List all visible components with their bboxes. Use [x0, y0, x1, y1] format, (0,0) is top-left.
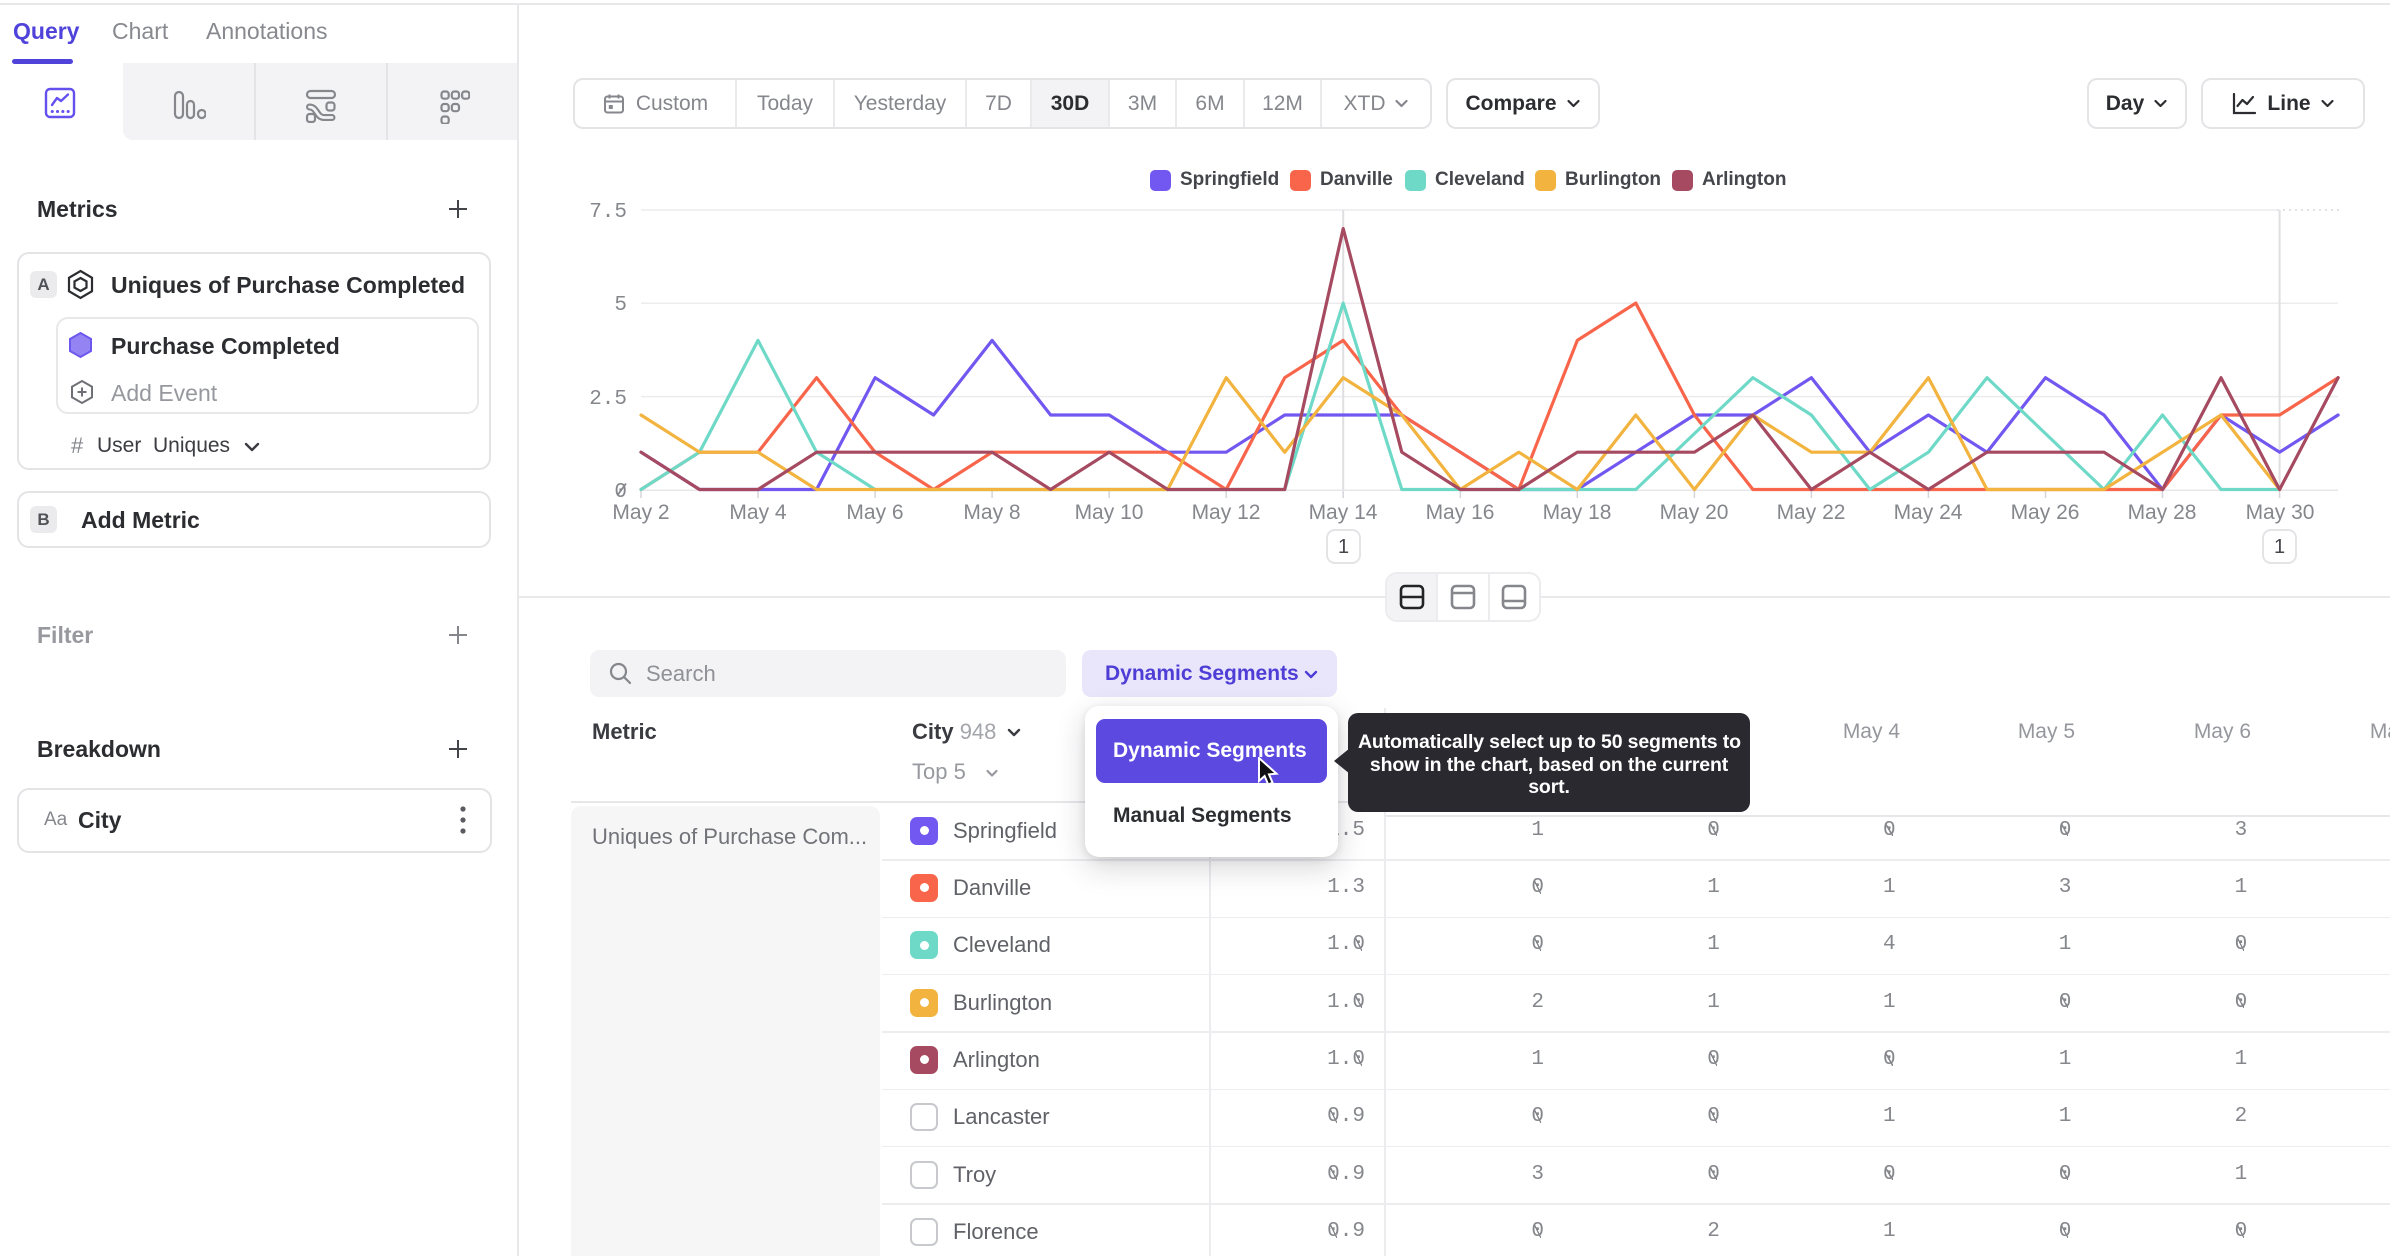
svg-text:May 12: May 12 — [1192, 501, 1261, 524]
svg-text:May 8: May 8 — [963, 501, 1020, 524]
svg-text:5: 5 — [614, 294, 627, 317]
svg-text:May 14: May 14 — [1309, 501, 1378, 524]
svg-text:May 6: May 6 — [846, 501, 903, 524]
svg-text:May 20: May 20 — [1660, 501, 1729, 524]
svg-text:May 18: May 18 — [1543, 501, 1612, 524]
svg-text:May 2: May 2 — [612, 501, 669, 524]
svg-text:2.5: 2.5 — [589, 388, 627, 411]
svg-text:May 30: May 30 — [2246, 501, 2315, 524]
svg-text:May 26: May 26 — [2011, 501, 2080, 524]
svg-text:May 4: May 4 — [729, 501, 787, 524]
svg-text:7.5: 7.5 — [589, 201, 627, 224]
svg-text:May 28: May 28 — [2128, 501, 2197, 524]
svg-text:May 22: May 22 — [1777, 501, 1846, 524]
svg-text:May 10: May 10 — [1075, 501, 1144, 524]
svg-text:May 16: May 16 — [1426, 501, 1495, 524]
svg-text:May 24: May 24 — [1894, 501, 1963, 524]
